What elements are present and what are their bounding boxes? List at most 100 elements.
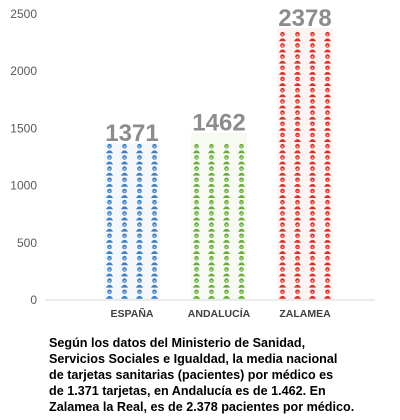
person-icon bbox=[207, 244, 216, 254]
person-icon bbox=[222, 278, 231, 288]
person-icon bbox=[120, 188, 129, 198]
person-icon bbox=[278, 199, 287, 210]
person-icon bbox=[237, 155, 246, 165]
person-icon bbox=[237, 166, 246, 176]
person-icon bbox=[278, 177, 287, 187]
person-icon bbox=[278, 278, 287, 288]
person-icon bbox=[120, 177, 129, 187]
bar-andalucía bbox=[191, 132, 247, 300]
person-icon bbox=[207, 166, 216, 176]
person-icon bbox=[308, 143, 317, 154]
person-icon bbox=[135, 278, 144, 288]
person-icon bbox=[323, 166, 332, 176]
person-icon bbox=[293, 43, 302, 53]
person-icon bbox=[237, 211, 246, 221]
person-icon bbox=[237, 222, 246, 232]
person-icon bbox=[105, 166, 114, 176]
y-tick-label: 2500 bbox=[10, 7, 37, 21]
person-icon bbox=[293, 143, 302, 154]
person-icon bbox=[105, 188, 114, 198]
person-icon bbox=[278, 166, 287, 176]
person-icon bbox=[323, 143, 332, 154]
person-icon bbox=[278, 121, 287, 131]
person-icon bbox=[150, 188, 159, 198]
person-icon bbox=[105, 211, 114, 221]
person-icon bbox=[207, 143, 216, 154]
person-icon bbox=[207, 255, 216, 266]
person-icon bbox=[293, 132, 302, 142]
person-icon bbox=[293, 199, 302, 210]
person-icon bbox=[120, 143, 129, 154]
person-icon bbox=[308, 177, 317, 187]
person-icon bbox=[323, 31, 332, 42]
person-icon bbox=[105, 143, 114, 154]
person-icon bbox=[293, 155, 302, 165]
person-icon bbox=[293, 121, 302, 131]
person-icon bbox=[293, 278, 302, 288]
person-icon bbox=[192, 233, 201, 243]
person-icon bbox=[135, 166, 144, 176]
person-icon bbox=[207, 155, 216, 165]
person-icon bbox=[308, 244, 317, 254]
person-icon bbox=[323, 278, 332, 288]
person-icon bbox=[308, 233, 317, 243]
person-icon bbox=[135, 289, 144, 299]
person-icon bbox=[222, 188, 231, 198]
person-icon bbox=[207, 211, 216, 221]
person-icon bbox=[237, 267, 246, 277]
person-icon bbox=[105, 244, 114, 254]
person-icon bbox=[150, 267, 159, 277]
person-icon bbox=[308, 222, 317, 232]
person-icon bbox=[222, 233, 231, 243]
person-icon bbox=[150, 233, 159, 243]
person-icon bbox=[308, 166, 317, 176]
person-icon bbox=[207, 233, 216, 243]
person-icon bbox=[207, 267, 216, 277]
person-icon bbox=[323, 267, 332, 277]
person-icon bbox=[150, 211, 159, 221]
person-icon bbox=[222, 177, 231, 187]
person-icon bbox=[278, 31, 287, 42]
person-icon bbox=[222, 289, 231, 299]
person-icon bbox=[150, 222, 159, 232]
person-icon bbox=[120, 233, 129, 243]
person-icon bbox=[207, 222, 216, 232]
person-icon bbox=[222, 199, 231, 210]
person-icon bbox=[135, 233, 144, 243]
person-icon bbox=[323, 233, 332, 243]
person-icon bbox=[192, 188, 201, 198]
person-icon bbox=[222, 211, 231, 221]
person-icon bbox=[105, 255, 114, 266]
person-icon bbox=[135, 155, 144, 165]
person-icon bbox=[293, 211, 302, 221]
person-icon bbox=[323, 54, 332, 64]
person-icon bbox=[293, 255, 302, 266]
person-icon bbox=[120, 289, 129, 299]
person-icon bbox=[278, 65, 287, 75]
person-icon bbox=[278, 132, 287, 142]
person-icon bbox=[150, 278, 159, 288]
person-icon bbox=[293, 233, 302, 243]
person-icon bbox=[120, 278, 129, 288]
person-icon bbox=[120, 166, 129, 176]
person-icon bbox=[120, 267, 129, 277]
person-icon bbox=[135, 188, 144, 198]
person-icon bbox=[222, 143, 231, 154]
caption-line: Zalamea la Real, es de 2.378 pacientes p… bbox=[49, 400, 355, 414]
person-icon bbox=[323, 110, 332, 120]
caption-line: de 1.371 tarjetas, en Andalucía es de 1.… bbox=[49, 384, 326, 398]
person-icon bbox=[308, 87, 317, 98]
person-icon bbox=[192, 143, 201, 154]
person-icon bbox=[192, 166, 201, 176]
category-label: ESPAÑA bbox=[111, 307, 154, 320]
person-icon bbox=[323, 65, 332, 75]
person-icon bbox=[308, 155, 317, 165]
person-icon bbox=[308, 132, 317, 142]
person-icon bbox=[323, 211, 332, 221]
person-icon bbox=[278, 267, 287, 277]
person-icon bbox=[237, 289, 246, 299]
person-icon bbox=[135, 199, 144, 210]
value-label: 2378 bbox=[278, 5, 331, 32]
person-icon bbox=[237, 199, 246, 210]
person-icon bbox=[293, 222, 302, 232]
